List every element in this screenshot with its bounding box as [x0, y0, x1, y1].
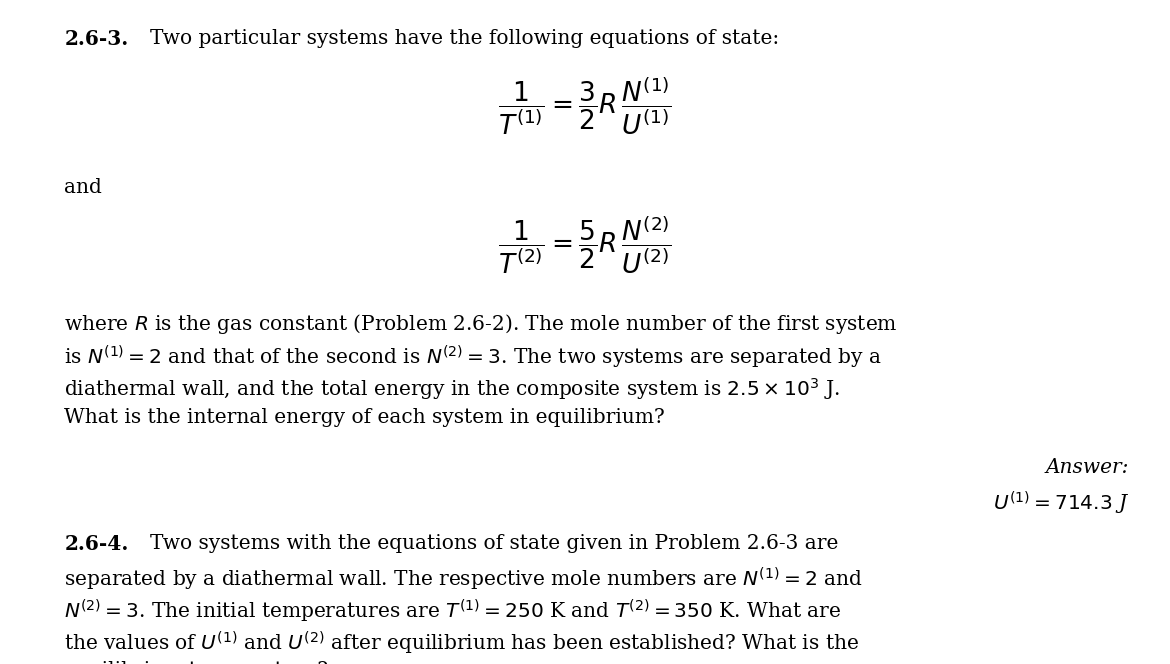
Text: the values of $U^{(1)}$ and $U^{(2)}$ after equilibrium has been established? Wh: the values of $U^{(1)}$ and $U^{(2)}$ af…	[64, 629, 860, 657]
Text: $U^{(1)} = 714.3$ J: $U^{(1)} = 714.3$ J	[993, 489, 1129, 517]
Text: equilibrium temperature?: equilibrium temperature?	[64, 661, 329, 664]
Text: $\dfrac{1}{T^{(1)}} = \dfrac{3}{2}R\,\dfrac{N^{(1)}}{U^{(1)}}$: $\dfrac{1}{T^{(1)}} = \dfrac{3}{2}R\,\df…	[498, 76, 672, 137]
Text: and: and	[64, 178, 102, 197]
Text: What is the internal energy of each system in equilibrium?: What is the internal energy of each syst…	[64, 408, 665, 427]
Text: where $R$ is the gas constant (Problem 2.6-2). The mole number of the first syst: where $R$ is the gas constant (Problem 2…	[64, 312, 899, 336]
Text: Two systems with the equations of state given in Problem 2.6-3 are: Two systems with the equations of state …	[150, 534, 838, 553]
Text: diathermal wall, and the total energy in the composite system is $2.5 \times 10^: diathermal wall, and the total energy in…	[64, 376, 840, 402]
Text: is $N^{(1)} = 2$ and that of the second is $N^{(2)} = 3$. The two systems are se: is $N^{(1)} = 2$ and that of the second …	[64, 344, 882, 371]
Text: $N^{(2)} = 3$. The initial temperatures are $T^{(1)} = 250$ K and $T^{(2)} = 350: $N^{(2)} = 3$. The initial temperatures …	[64, 598, 841, 625]
Text: separated by a diathermal wall. The respective mole numbers are $N^{(1)} = 2$ an: separated by a diathermal wall. The resp…	[64, 566, 863, 593]
Text: $\dfrac{1}{T^{(2)}} = \dfrac{5}{2}R\,\dfrac{N^{(2)}}{U^{(2)}}$: $\dfrac{1}{T^{(2)}} = \dfrac{5}{2}R\,\df…	[498, 215, 672, 276]
Text: Answer:: Answer:	[1046, 458, 1129, 477]
Text: 2.6-4.: 2.6-4.	[64, 534, 129, 554]
Text: Two particular systems have the following equations of state:: Two particular systems have the followin…	[150, 29, 779, 48]
Text: 2.6-3.: 2.6-3.	[64, 29, 129, 49]
